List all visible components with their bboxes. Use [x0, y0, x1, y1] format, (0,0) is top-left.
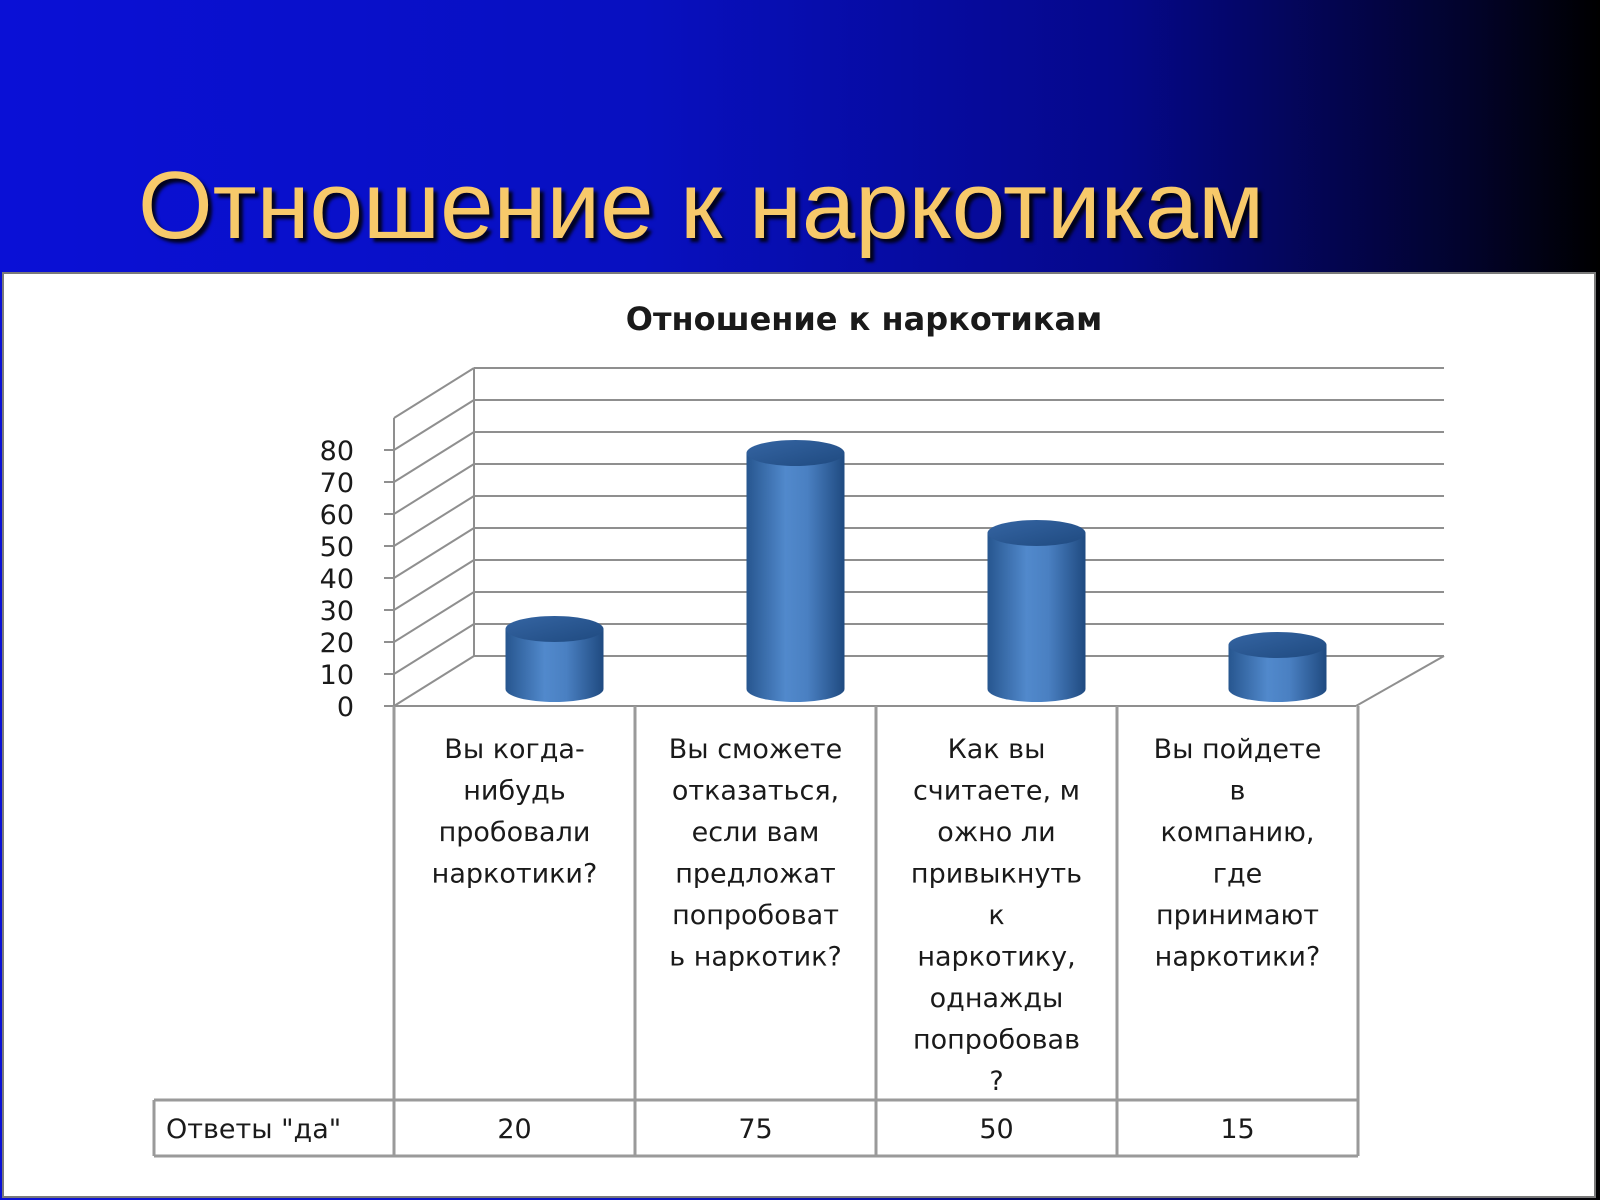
y-tick-label: 40	[320, 564, 354, 595]
side-gridline	[393, 559, 475, 611]
category-label: принимают	[1156, 900, 1319, 931]
category-label: Вы пойдете	[1154, 734, 1322, 765]
side-gridline	[393, 463, 475, 515]
side-gridline	[393, 495, 475, 547]
y-tick-label: 20	[320, 628, 354, 659]
back-wall-grid	[393, 367, 1445, 707]
category-label: наркотики?	[1155, 942, 1321, 973]
category-label: Как вы	[948, 734, 1046, 765]
category-label: пробовали	[439, 817, 591, 848]
y-tick-label: 0	[337, 692, 354, 723]
category-label: предложат	[675, 859, 835, 890]
bar-top	[987, 520, 1086, 546]
side-gridline	[393, 367, 475, 419]
y-tick-label: 50	[320, 532, 354, 563]
category-label: отказаться,	[672, 776, 839, 807]
category-label: если вам	[692, 817, 820, 848]
category-label: считаете, м	[913, 776, 1080, 807]
bar-top	[746, 440, 845, 466]
data-value-label: 50	[979, 1114, 1013, 1145]
y-tick-label: 60	[320, 500, 354, 531]
category-label: Вы когда-	[444, 734, 584, 765]
bar	[505, 616, 604, 703]
slide-title: Отношение к наркотикам	[138, 152, 1265, 259]
category-label: нибудь	[463, 776, 565, 807]
bar	[987, 520, 1086, 703]
y-tick-label: 10	[320, 660, 354, 691]
y-tick-label: 30	[320, 596, 354, 627]
bar-body	[746, 453, 845, 703]
y-tick-label: 70	[320, 468, 354, 499]
category-label: привыкнуть	[911, 859, 1082, 890]
y-tick-label: 80	[320, 436, 354, 467]
side-gridline	[393, 591, 475, 643]
category-label: к	[988, 900, 1004, 931]
bar-top	[1228, 632, 1327, 658]
side-gridline	[393, 655, 475, 707]
bar-body	[987, 533, 1086, 703]
bar-top	[505, 616, 604, 642]
category-label: в	[1230, 776, 1246, 807]
category-label: Вы сможете	[669, 734, 842, 765]
data-value-label: 75	[738, 1114, 772, 1145]
category-label: наркотику,	[917, 942, 1075, 973]
category-label: компанию,	[1161, 817, 1315, 848]
category-label: где	[1213, 859, 1262, 890]
side-gridline	[393, 527, 475, 579]
bars	[505, 440, 1327, 703]
bar	[746, 440, 845, 703]
data-value-label: 15	[1220, 1114, 1254, 1145]
category-label: однажды	[930, 983, 1064, 1014]
category-label: ожно ли	[937, 817, 1055, 848]
chart-svg: Отношение к наркотикам 01020304050607080…	[152, 300, 1445, 1158]
series-label: Ответы "да"	[166, 1114, 341, 1145]
category-label: наркотики?	[432, 859, 598, 890]
chart-panel: Отношение к наркотикам 0 10 20 30 40 50 60 70 80…	[2, 272, 1596, 1198]
data-table: Вы когда-нибудь пробовали наркотики? Вы смо…	[152, 706, 1360, 1158]
category-label: попробоват	[672, 900, 839, 931]
category-label: ь наркотик?	[669, 942, 842, 973]
side-gridline	[393, 399, 475, 451]
side-gridline	[393, 431, 475, 483]
bar-body	[505, 629, 604, 703]
bar-body	[1228, 645, 1327, 703]
category-label: ?	[989, 1066, 1003, 1097]
category-label: попробовав	[913, 1025, 1080, 1056]
floor-right-edge	[1355, 655, 1445, 707]
bar	[1228, 632, 1327, 703]
side-gridline	[393, 623, 475, 675]
chart-title: Отношение к наркотикам	[626, 300, 1103, 338]
data-value-label: 20	[497, 1114, 531, 1145]
